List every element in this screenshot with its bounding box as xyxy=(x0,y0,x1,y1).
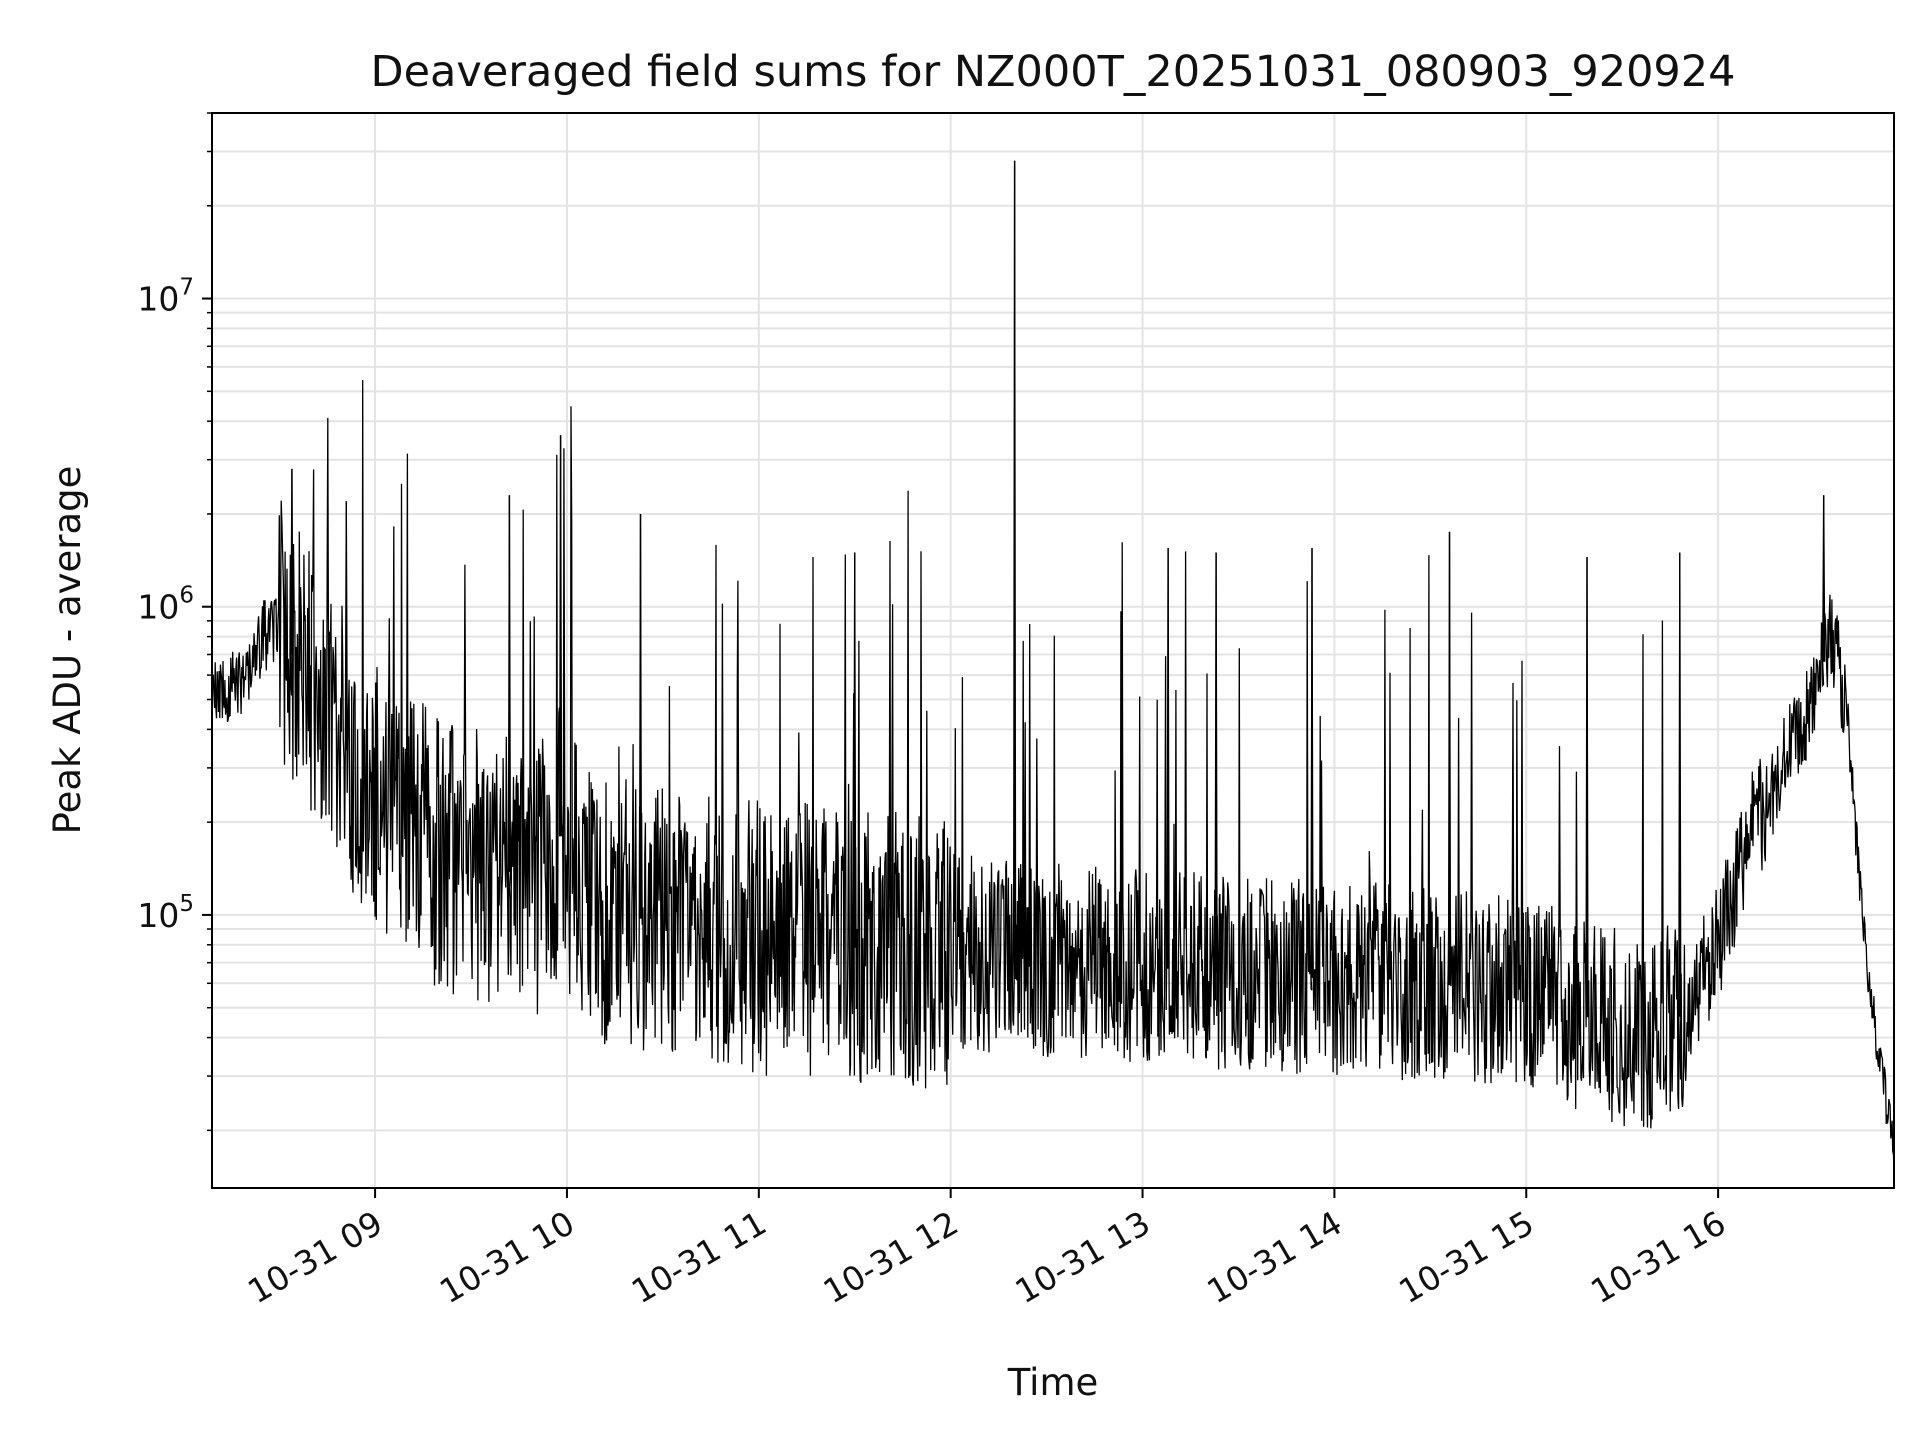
x-axis-label: Time xyxy=(1007,1361,1099,1404)
y-tick-label: 107 xyxy=(137,275,194,319)
y-tick-label: 105 xyxy=(137,891,194,935)
y-tick-label: 106 xyxy=(137,583,194,627)
chart-title: Deaveraged field sums for NZ000T_2025103… xyxy=(370,47,1735,97)
series-line xyxy=(212,160,1894,1165)
y-axis-label: Peak ADU - average xyxy=(46,466,89,835)
plot-frame xyxy=(211,112,1895,1189)
data-layer xyxy=(212,160,1894,1165)
